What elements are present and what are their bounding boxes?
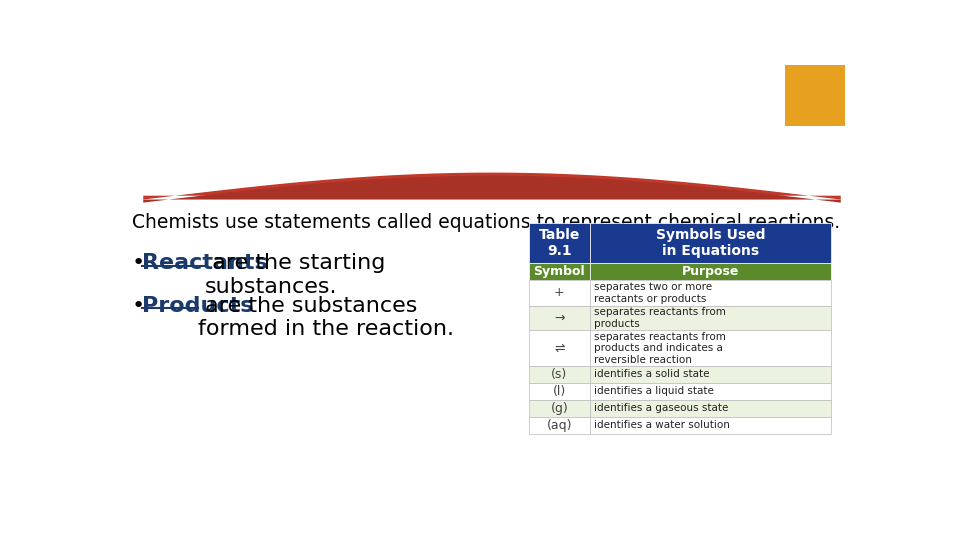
Text: (s): (s) xyxy=(551,368,567,381)
Text: separates reactants from
products and indicates a
reversible reaction: separates reactants from products and in… xyxy=(594,332,726,364)
Text: Products: Products xyxy=(142,296,253,316)
FancyBboxPatch shape xyxy=(589,280,831,306)
Text: Representing Chemical Reactions: Representing Chemical Reactions xyxy=(190,127,840,165)
FancyBboxPatch shape xyxy=(529,400,589,417)
Text: separates two or more
reactants or products: separates two or more reactants or produ… xyxy=(594,282,712,303)
Text: Purpose: Purpose xyxy=(682,265,739,278)
FancyBboxPatch shape xyxy=(589,222,831,262)
FancyBboxPatch shape xyxy=(589,383,831,400)
FancyBboxPatch shape xyxy=(529,383,589,400)
FancyBboxPatch shape xyxy=(589,306,831,330)
Text: +: + xyxy=(554,286,564,299)
Text: Symbol: Symbol xyxy=(534,265,586,278)
Text: Reactants: Reactants xyxy=(142,253,268,273)
Text: are the starting
substances.: are the starting substances. xyxy=(205,253,386,296)
Text: Symbols Used
in Equations: Symbols Used in Equations xyxy=(656,227,765,258)
Text: (aq): (aq) xyxy=(546,418,572,431)
Text: identifies a liquid state: identifies a liquid state xyxy=(594,386,714,396)
Text: ⇌: ⇌ xyxy=(554,342,564,355)
Text: •: • xyxy=(132,296,145,316)
FancyBboxPatch shape xyxy=(589,400,831,417)
FancyBboxPatch shape xyxy=(589,366,831,383)
Polygon shape xyxy=(143,176,841,202)
FancyBboxPatch shape xyxy=(529,330,589,366)
FancyBboxPatch shape xyxy=(529,306,589,330)
Text: →: → xyxy=(554,312,564,325)
FancyBboxPatch shape xyxy=(529,262,589,280)
FancyBboxPatch shape xyxy=(529,222,589,262)
Polygon shape xyxy=(143,96,841,200)
Text: (l): (l) xyxy=(553,385,566,398)
Text: Chemists use statements called equations to represent chemical reactions.: Chemists use statements called equations… xyxy=(132,213,840,232)
Text: identifies a solid state: identifies a solid state xyxy=(594,369,709,379)
Text: identifies a water solution: identifies a water solution xyxy=(594,420,731,430)
Text: identifies a gaseous state: identifies a gaseous state xyxy=(594,403,729,413)
FancyBboxPatch shape xyxy=(589,417,831,434)
Text: (g): (g) xyxy=(550,402,568,415)
FancyBboxPatch shape xyxy=(529,417,589,434)
FancyBboxPatch shape xyxy=(589,262,831,280)
FancyBboxPatch shape xyxy=(589,330,831,366)
Text: separates reactants from
products: separates reactants from products xyxy=(594,307,726,329)
Text: are the substances
formed in the reaction.: are the substances formed in the reactio… xyxy=(198,296,453,339)
Text: Table
9.1: Table 9.1 xyxy=(539,227,580,258)
FancyBboxPatch shape xyxy=(529,280,589,306)
FancyBboxPatch shape xyxy=(529,366,589,383)
FancyBboxPatch shape xyxy=(785,61,846,126)
Text: •: • xyxy=(132,253,145,273)
